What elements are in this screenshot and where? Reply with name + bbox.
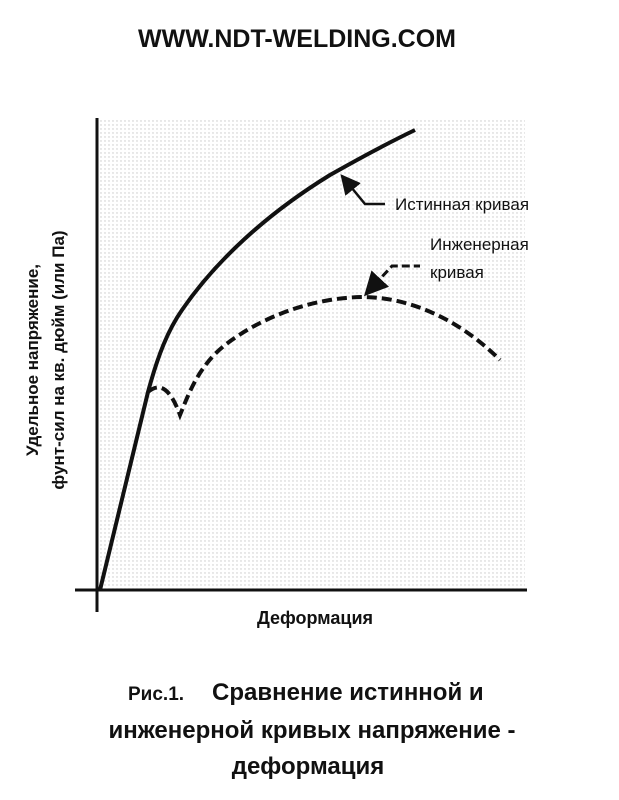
- engineering-curve-leader: [363, 264, 420, 297]
- y-axis-label: Удельное напряжение,: [23, 264, 42, 456]
- engineering-curve: [146, 294, 502, 421]
- engineering-curve-label: кривая: [430, 263, 484, 282]
- caption-line: инженерной кривых напряжение -: [108, 717, 515, 744]
- plot-background: [100, 118, 525, 590]
- x-axis-label: Деформация: [257, 608, 373, 628]
- true-curve: [98, 128, 416, 591]
- caption-label: Рис.1.: [128, 684, 184, 705]
- y-axis-label: фунт-сил на кв. дюйм (или Па): [49, 230, 68, 489]
- engineering-curve-label: Инженерная: [430, 235, 529, 254]
- true-curve-leader: [340, 174, 385, 206]
- caption-line: Сравнение истинной и: [212, 679, 484, 706]
- caption-line: деформация: [232, 753, 385, 780]
- site-title: WWW.NDT-WELDING.COM: [138, 25, 456, 53]
- true-curve-label: Истинная кривая: [395, 195, 529, 214]
